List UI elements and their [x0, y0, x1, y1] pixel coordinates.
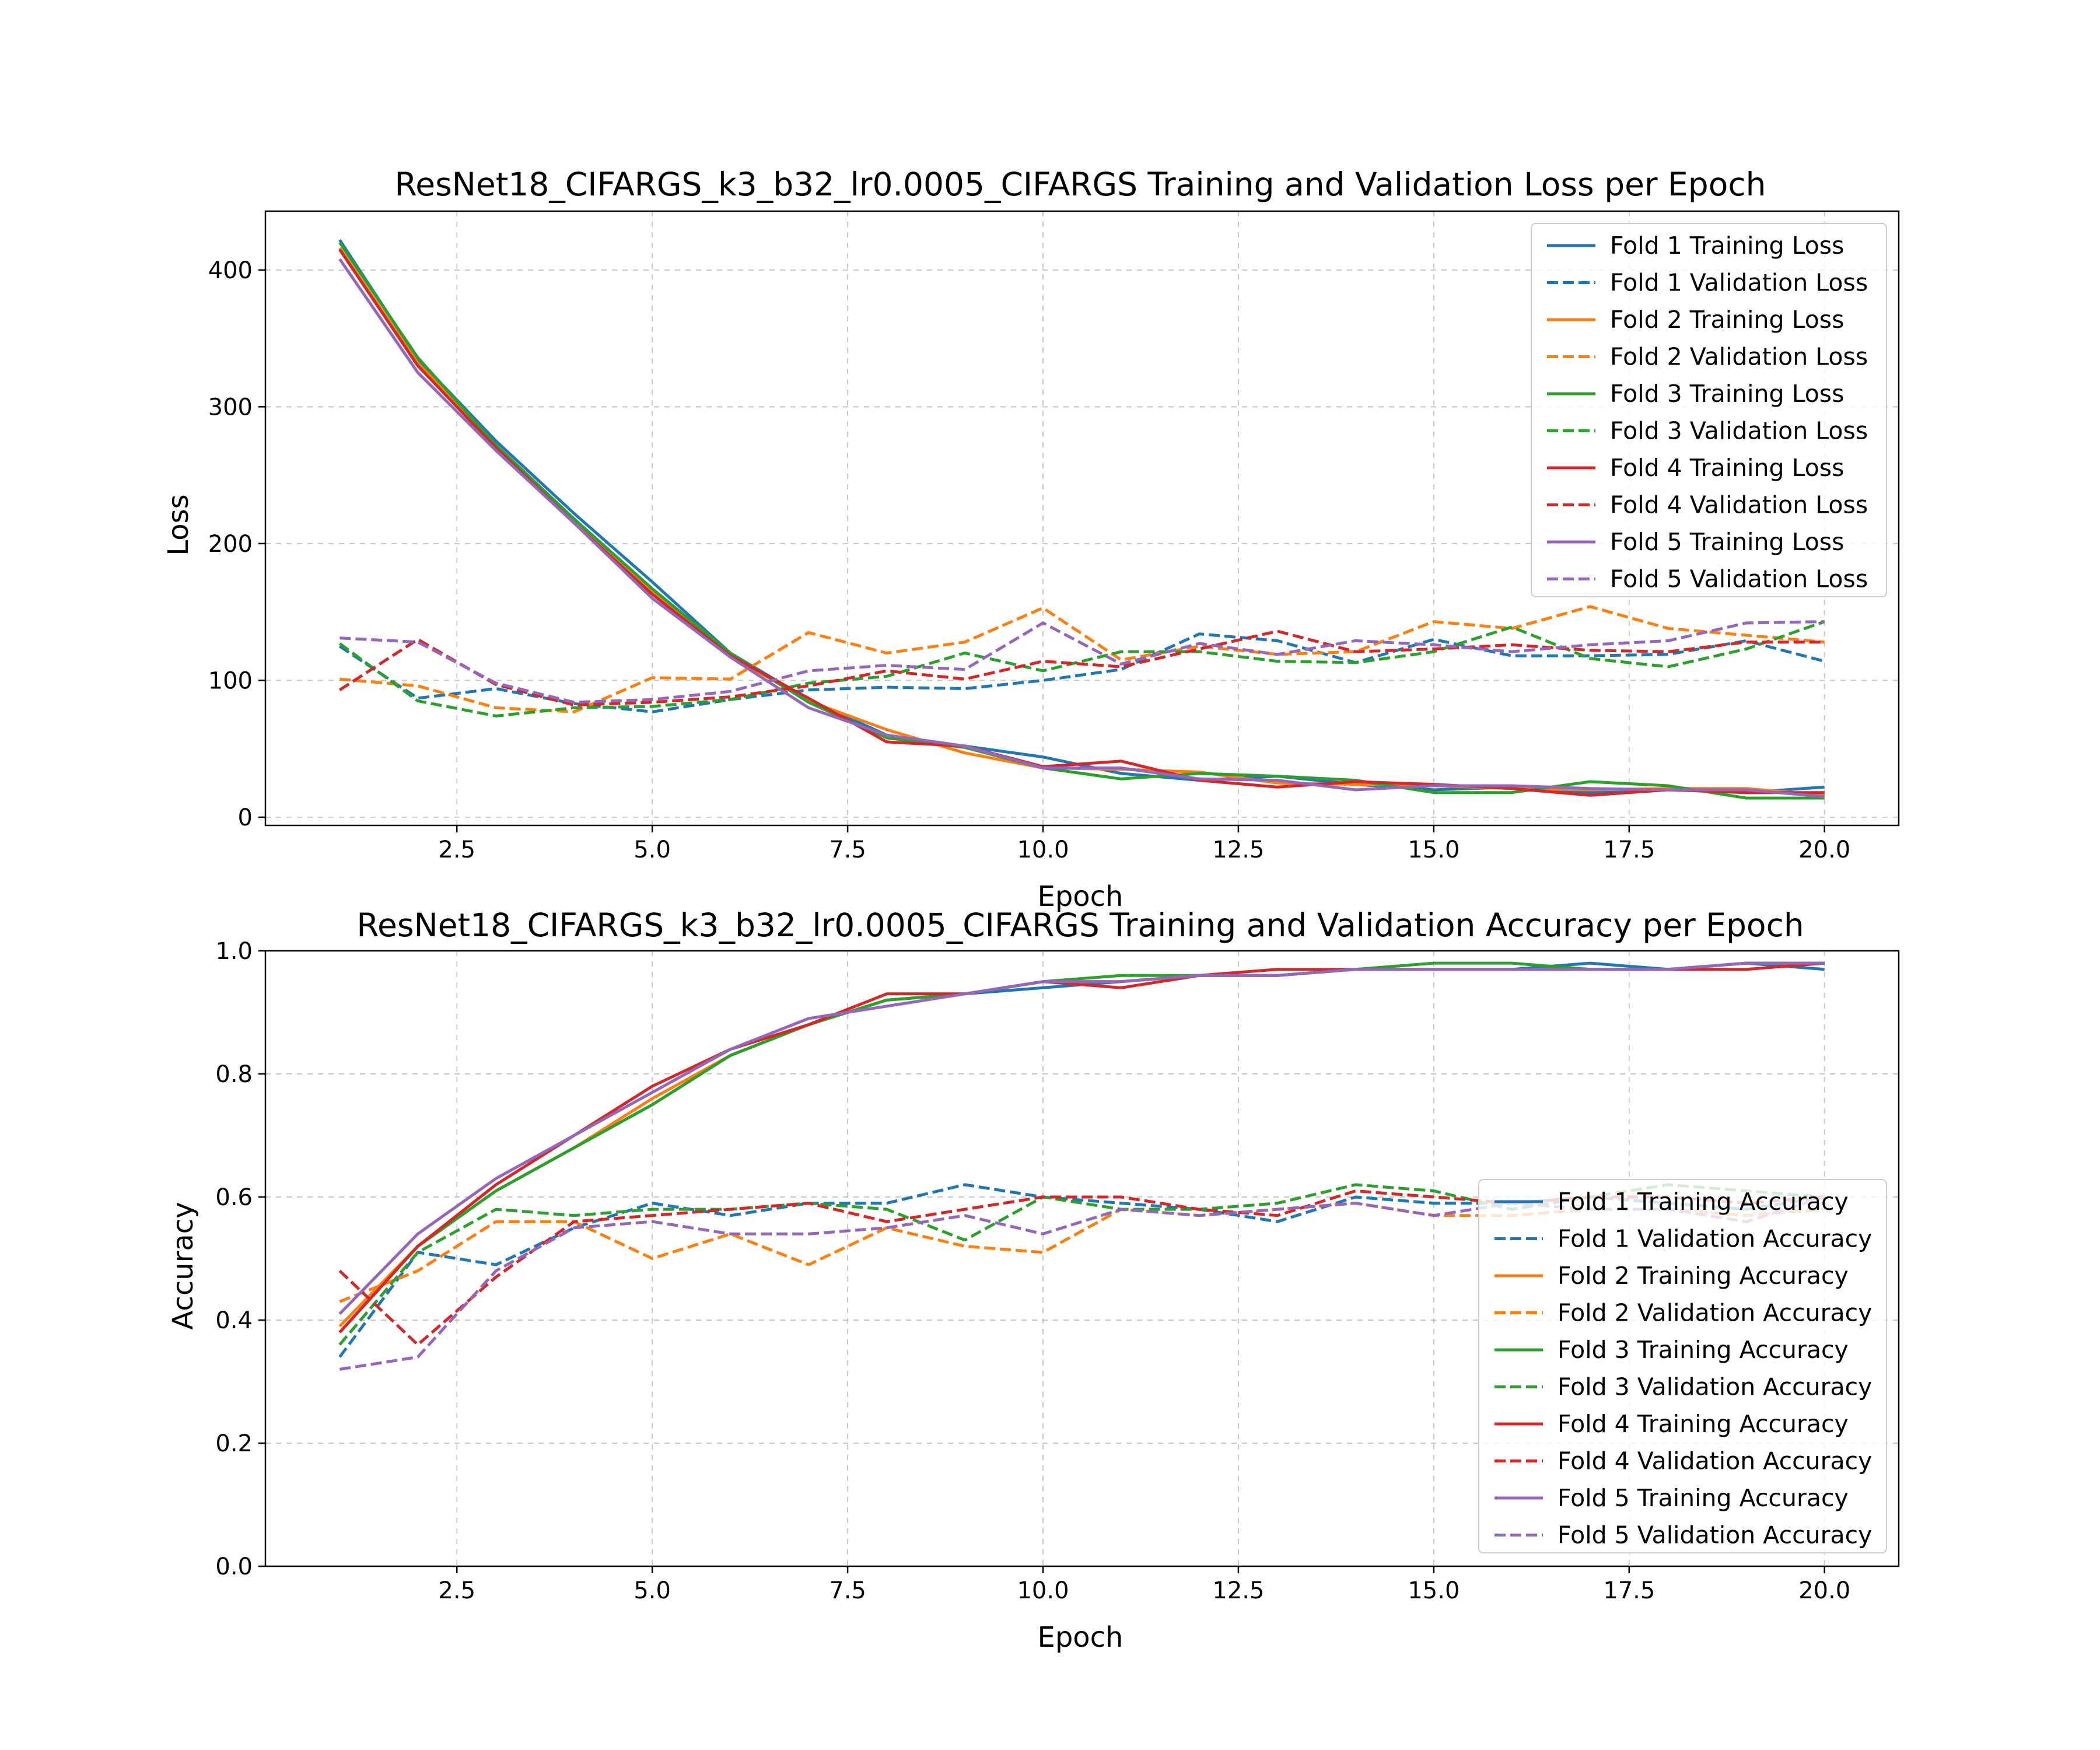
loss-chart-ylabel: Loss [162, 494, 195, 555]
loss-series-line-5 [338, 242, 1825, 800]
accuracy-legend-label: Fold 5 Training Accuracy [1558, 1484, 1849, 1512]
loss-legend-label: Fold 5 Validation Loss [1610, 565, 1868, 593]
loss-legend-label: Fold 1 Training Loss [1610, 232, 1845, 260]
loss-series-line-10 [340, 620, 1825, 704]
accuracy-ytick-label: 0.4 [215, 1307, 253, 1334]
accuracy-legend-label: Fold 1 Training Accuracy [1558, 1188, 1849, 1216]
loss-xtick-label: 17.5 [1603, 836, 1655, 863]
accuracy-xtick-label: 17.5 [1603, 1577, 1655, 1604]
accuracy-xtick-label: 20.0 [1798, 1577, 1850, 1604]
accuracy-legend-label: Fold 5 Validation Accuracy [1558, 1521, 1872, 1549]
loss-legend-box [1531, 223, 1887, 597]
accuracy-xtick-label: 10.0 [1017, 1577, 1069, 1604]
accuracy-legend-label: Fold 3 Training Accuracy [1558, 1336, 1849, 1364]
accuracy-chart-xlabel: Epoch [1038, 1621, 1124, 1654]
accuracy-xtick-label: 15.0 [1408, 1577, 1460, 1604]
accuracy-chart-panel: ResNet18_CIFARGS_k3_b32_lr0.0005_CIFARGS… [167, 907, 1900, 1654]
accuracy-ytick-label: 0.8 [215, 1061, 253, 1088]
loss-legend-label: Fold 3 Training Loss [1610, 380, 1845, 408]
loss-legend-label: Fold 4 Validation Loss [1610, 491, 1868, 519]
accuracy-series-line-9 [338, 961, 1825, 1315]
loss-ticks: 2.5 5.0 7.5 10.0 12.5 15.0 17.5 20.0 0 100 200 300 4… [208, 257, 1851, 863]
accuracy-xtick-label: 7.5 [829, 1577, 866, 1604]
loss-ytick-label: 300 [208, 394, 253, 421]
loss-ytick-label: 200 [208, 531, 253, 558]
loss-series-line-9 [338, 258, 1825, 799]
accuracy-legend-label: Fold 4 Validation Accuracy [1558, 1447, 1872, 1475]
loss-chart-title: ResNet18_CIFARGS_k3_b32_lr0.0005_CIFARGS… [395, 166, 1766, 203]
loss-xtick-label: 20.0 [1798, 836, 1850, 863]
accuracy-legend-box [1478, 1179, 1887, 1553]
loss-ytick-label: 0 [238, 804, 253, 831]
accuracy-series-line-8 [338, 1189, 1825, 1346]
loss-chart-xlabel: Epoch [1038, 880, 1124, 913]
loss-xtick-label: 15.0 [1408, 836, 1460, 863]
loss-series-line-8 [338, 629, 1825, 707]
loss-legend-label: Fold 1 Validation Loss [1610, 269, 1868, 297]
accuracy-axes-frame [264, 950, 1900, 1567]
accuracy-legend-label: Fold 2 Validation Accuracy [1558, 1299, 1872, 1327]
loss-legend-label: Fold 2 Validation Loss [1610, 343, 1868, 371]
accuracy-ytick-label: 0.6 [215, 1184, 253, 1211]
loss-ytick-label: 400 [208, 257, 253, 284]
accuracy-chart-ylabel: Accuracy [167, 1202, 200, 1329]
loss-xtick-label: 5.0 [634, 836, 671, 863]
accuracy-xtick-label: 5.0 [634, 1577, 671, 1604]
loss-xtick-label: 7.5 [829, 836, 866, 863]
accuracy-chart-title: ResNet18_CIFARGS_k3_b32_lr0.0005_CIFARGS… [356, 907, 1804, 944]
loss-series-line-6 [338, 620, 1825, 718]
accuracy-xtick-label: 12.5 [1212, 1577, 1264, 1604]
loss-legend-label: Fold 4 Training Loss [1610, 454, 1845, 482]
loss-xtick-label: 2.5 [438, 836, 475, 863]
accuracy-legend-label: Fold 1 Validation Accuracy [1558, 1225, 1872, 1253]
loss-xtick-label: 10.0 [1017, 836, 1069, 863]
loss-chart-panel: ResNet18_CIFARGS_k3_b32_lr0.0005_CIFARGS… [162, 166, 1900, 913]
loss-series-lines [338, 239, 1825, 800]
accuracy-legend-label: Fold 2 Training Accuracy [1558, 1262, 1849, 1290]
loss-legend: Fold 1 Training Loss Fold 1 Validation Lo… [1531, 223, 1887, 597]
loss-ytick-label: 100 [208, 667, 253, 694]
accuracy-xtick-label: 2.5 [438, 1577, 475, 1604]
loss-legend-label: Fold 5 Training Loss [1610, 528, 1845, 556]
accuracy-legend-label: Fold 4 Training Accuracy [1558, 1410, 1849, 1438]
loss-legend-label: Fold 2 Training Loss [1610, 306, 1845, 334]
loss-legend-label: Fold 3 Validation Loss [1610, 417, 1868, 445]
loss-axes-frame [264, 210, 1900, 827]
accuracy-ticks: 2.5 5.0 7.5 10.0 12.5 15.0 17.5 20.0 0.0 0.2 0.4 0.… [215, 938, 1850, 1604]
accuracy-ytick-label: 0.2 [215, 1430, 253, 1457]
accuracy-legend-label: Fold 3 Validation Accuracy [1558, 1373, 1872, 1401]
loss-series-line-2 [338, 632, 1825, 713]
accuracy-ytick-label: 1.0 [215, 938, 253, 965]
loss-xtick-label: 12.5 [1212, 836, 1264, 863]
accuracy-legend: Fold 1 Training Accuracy Fold 1 Validatio… [1478, 1179, 1887, 1553]
accuracy-ytick-label: 0.0 [215, 1553, 253, 1580]
